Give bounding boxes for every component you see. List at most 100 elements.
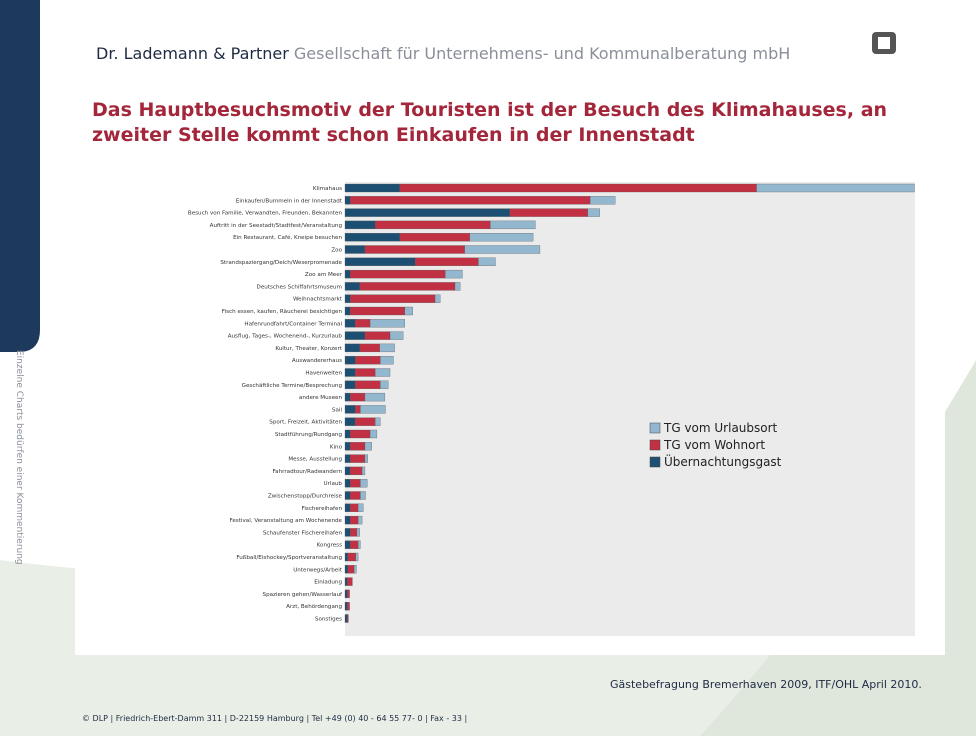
y-tick-label: Deutsches Schiffahrtsmuseum — [257, 284, 342, 290]
y-tick-label: Einladung — [314, 580, 342, 586]
bar-segment — [756, 183, 915, 193]
source: Gästebefragung Bremerhaven 2009, ITF/OHL… — [610, 678, 922, 691]
y-tick-label: Fisch essen, kaufen, Räucherei besichtig… — [222, 309, 343, 315]
bar-segment — [359, 343, 380, 353]
y-tick-label: Geschäftliche Termine/Besprechung — [242, 383, 343, 389]
firm-subtitle: Gesellschaft für Unternehmens- und Kommu… — [293, 44, 791, 63]
bar-segment — [349, 269, 446, 279]
y-tick-label: Schaufenster Fischereihafen — [263, 530, 343, 536]
y-tick-label: andere Museen — [299, 395, 343, 401]
bar-segment — [349, 479, 361, 488]
bar-segment — [344, 220, 376, 230]
firm-name: Dr. Lademann & Partner — [96, 44, 289, 63]
bar-segment — [364, 331, 391, 340]
bar-segment — [344, 466, 351, 476]
bar-segment — [355, 552, 359, 562]
bar-segment — [380, 356, 394, 365]
bar-segment — [355, 356, 381, 365]
bar-segment — [349, 294, 436, 303]
bar-segment — [344, 233, 400, 242]
bar-segment — [344, 454, 351, 463]
y-tick-label: Kino — [330, 444, 343, 450]
bar-segment — [344, 577, 348, 586]
y-tick-label: Kultur, Theater, Konzert — [275, 346, 342, 352]
bar-segment — [360, 491, 366, 500]
footer: © DLP | Friedrich-Ebert-Damm 311 | D-221… — [82, 714, 468, 723]
y-tick-label: Sonstiges — [315, 617, 342, 623]
bar-segment — [347, 602, 350, 611]
bar-segment — [344, 405, 356, 414]
bar-segment — [349, 466, 363, 476]
bar-segment — [445, 269, 463, 279]
bar-segment — [375, 417, 381, 426]
bar-segment — [344, 503, 351, 512]
legend-swatch — [649, 456, 661, 468]
legend-label: Übernachtungsgast — [664, 453, 782, 469]
legend-label: TG vom Wohnort — [663, 438, 765, 452]
bar-segment — [344, 245, 366, 254]
bar-segment — [364, 245, 465, 254]
y-tick-label: Spazieren gehen/Wasserlauf — [263, 592, 344, 598]
bar-segment — [356, 528, 360, 537]
bar-segment — [344, 442, 351, 451]
bar-segment — [369, 319, 405, 328]
bar-segment — [344, 257, 416, 266]
bar-segment — [357, 540, 361, 549]
legend-swatch — [649, 439, 661, 451]
y-tick-label: Arzt, Behördengang — [286, 604, 342, 610]
bar-segment — [364, 454, 368, 463]
bar-segment — [347, 614, 349, 623]
bar-segment — [349, 429, 371, 439]
bar-segment — [375, 368, 391, 377]
legend-label: TG vom Urlaubsort — [663, 421, 778, 435]
bar-segment — [357, 503, 364, 512]
bar-segment — [344, 479, 351, 488]
y-tick-label: Hafenrundfahrt/Container Terminal — [244, 321, 342, 327]
bar-segment — [389, 331, 404, 340]
bar-segment — [375, 220, 491, 230]
bar-segment — [349, 528, 358, 537]
bar-segment — [478, 257, 496, 266]
y-tick-label: Ausflug, Tages-, Wochenend-, Kurzurlaub — [228, 334, 343, 340]
y-tick-label: Weihnachtsmarkt — [293, 297, 343, 303]
bar-segment — [344, 380, 356, 389]
y-tick-label: Strandspaziergang/Deich/Weserpromenade — [220, 260, 342, 266]
bar-segment — [509, 208, 588, 217]
bar-segment — [347, 552, 356, 562]
y-tick-label: Sport, Freizeit, Aktivitäten — [269, 420, 342, 426]
bar-segment — [357, 515, 363, 525]
bar-segment — [399, 183, 757, 193]
bar-segment — [344, 343, 360, 353]
y-tick-label: Messe, Ausstellung — [288, 457, 342, 463]
bar-segment — [344, 294, 351, 303]
bar-segment — [404, 306, 413, 316]
bar-segment — [344, 319, 356, 328]
bar-segment — [344, 331, 366, 340]
side-stripe — [0, 0, 40, 352]
bar-segment — [587, 208, 600, 217]
y-tick-label: Zoo am Meer — [305, 272, 343, 278]
side-note: Einzelne Charts bedürfen einer Kommentie… — [14, 350, 24, 565]
bar-segment — [344, 208, 510, 217]
bar-segment — [344, 515, 351, 525]
bar-segment — [344, 589, 348, 599]
y-tick-label: Stadtführung/Rundgang — [275, 432, 343, 438]
y-tick-label: Unterwegs/Arbeit — [293, 567, 343, 573]
bar-segment — [364, 392, 386, 402]
bar-segment — [369, 429, 378, 439]
y-tick-label: Besuch von Familie, Verwandten, Freunden… — [188, 211, 343, 217]
bar-segment — [349, 306, 406, 316]
legend-swatch — [649, 422, 661, 434]
bar-segment — [344, 282, 360, 291]
y-tick-label: Urlaub — [324, 481, 343, 487]
bar-segment — [344, 183, 400, 193]
logo — [878, 37, 890, 49]
y-tick-label: Auftritt in der Seestadt/Stadtfest/Veran… — [210, 223, 343, 229]
y-tick-label: Fischereihafen — [302, 506, 343, 512]
y-tick-label: Zoo — [331, 248, 342, 254]
bar-segment — [344, 491, 351, 500]
bar-segment — [344, 392, 351, 402]
bar-segment — [344, 306, 351, 316]
